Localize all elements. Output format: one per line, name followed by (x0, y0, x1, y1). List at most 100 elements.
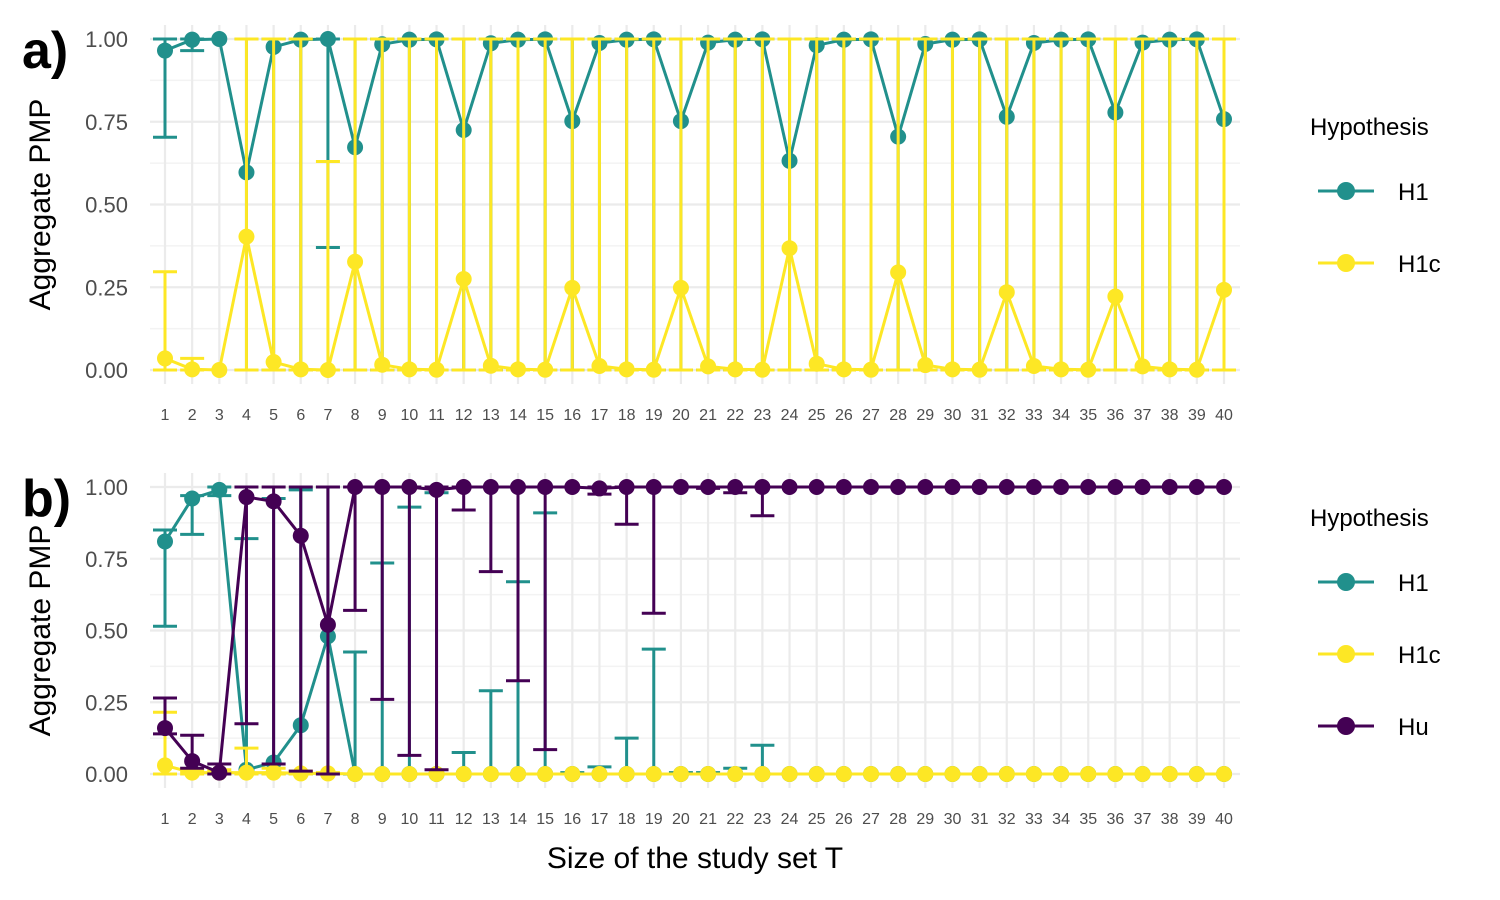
y-axis-title: Aggregate PMP (24, 525, 57, 737)
y-tick-label: 1.00 (85, 475, 128, 500)
data-point (1107, 479, 1124, 495)
x-tick-label: 12 (455, 811, 473, 828)
x-tick-label: 29 (916, 407, 934, 424)
data-point (238, 489, 255, 506)
data-point (645, 766, 662, 782)
error-bar (261, 485, 286, 766)
x-tick-label: 6 (296, 811, 305, 828)
data-point (1107, 288, 1124, 305)
data-point (184, 31, 201, 48)
data-point (482, 479, 499, 495)
legend-label: H1 (1398, 570, 1429, 597)
x-tick-label: 13 (482, 407, 500, 424)
data-point (944, 361, 961, 378)
data-point (645, 479, 662, 495)
data-point (211, 764, 228, 781)
data-point (672, 479, 689, 495)
x-tick-label: 38 (1161, 811, 1179, 828)
x-tick-label: 6 (296, 407, 305, 424)
data-point (998, 766, 1015, 782)
data-point (618, 766, 635, 782)
data-point (808, 479, 825, 495)
data-point (917, 357, 934, 374)
data-point (401, 361, 418, 378)
legend-title: Hypothesis (1310, 114, 1429, 141)
data-point (374, 356, 391, 373)
y-tick-label: 0.00 (85, 762, 128, 787)
error-bar (668, 37, 693, 372)
legend-entry: Hu (1318, 714, 1429, 741)
data-point (265, 354, 282, 371)
x-tick-label: 11 (428, 811, 445, 828)
series-line (164, 235, 1226, 372)
data-point (1053, 361, 1070, 378)
x-tick-label: 14 (509, 811, 527, 828)
data-point (428, 481, 445, 498)
y-tick-label: 0.50 (85, 619, 128, 644)
x-tick-label: 2 (188, 811, 197, 828)
data-point (727, 479, 744, 495)
data-point (401, 766, 418, 782)
legend: Hypothesis H1 H1c Hu (1310, 505, 1441, 741)
data-point (1216, 766, 1232, 782)
x-tick-label: 8 (351, 407, 360, 424)
data-point (292, 527, 309, 544)
legend: Hypothesis H1 H1c (1310, 114, 1441, 278)
data-point (835, 479, 852, 495)
data-point (428, 361, 445, 378)
data-point (292, 361, 309, 378)
data-point (211, 362, 228, 378)
x-tick-label: 28 (889, 811, 907, 828)
legend-entry: H1 (1318, 570, 1429, 597)
x-tick-label: 32 (998, 811, 1016, 828)
x-tick-label: 10 (400, 407, 418, 424)
x-tick-label: 2 (188, 407, 197, 424)
error-bar (451, 37, 476, 372)
y-tick-label: 0.25 (85, 275, 128, 300)
x-tick-label: 31 (971, 407, 989, 424)
data-point (184, 361, 201, 378)
panel-label: a) (22, 22, 68, 80)
y-tick-label: 0.75 (85, 110, 128, 135)
x-tick-label: 30 (944, 811, 962, 828)
x-tick-label: 18 (618, 811, 636, 828)
error-bar (560, 37, 585, 372)
data-point (1161, 766, 1178, 782)
y-tick-label: 0.75 (85, 547, 128, 572)
data-point (374, 766, 391, 782)
data-point (754, 361, 771, 378)
data-point (157, 42, 173, 59)
series-hu (153, 479, 1232, 781)
x-tick-label: 25 (808, 407, 826, 424)
data-point (455, 766, 472, 782)
x-tick-label: 16 (563, 811, 581, 828)
series-h1c (153, 37, 1236, 378)
x-tick-label: 36 (1106, 811, 1124, 828)
error-bar (343, 485, 368, 612)
x-tick-label: 13 (482, 811, 500, 828)
x-tick-label: 21 (699, 407, 717, 424)
panel-a: 0.000.250.500.751.001 2 3 4 5 6 7 8 9 10 11 12 13 14 1… (22, 22, 1441, 424)
series-line (164, 763, 1224, 776)
x-tick-label: 32 (998, 407, 1016, 424)
data-point (482, 357, 499, 374)
data-point (1107, 766, 1124, 782)
data-point (808, 355, 825, 372)
x-tick-label: 36 (1106, 407, 1124, 424)
error-bar (343, 650, 368, 776)
data-point (971, 361, 988, 378)
x-tick-label: 3 (215, 407, 224, 424)
error-bar (777, 37, 802, 372)
data-point (618, 479, 635, 495)
x-tick-label: 17 (591, 811, 609, 828)
data-point (537, 766, 554, 782)
error-bar (234, 485, 259, 726)
data-point (781, 766, 798, 782)
data-point (455, 270, 472, 287)
data-point (863, 361, 879, 378)
data-point (184, 490, 201, 507)
y-tick-label: 0.50 (85, 193, 128, 218)
x-tick-label: 35 (1079, 407, 1097, 424)
error-bar (994, 37, 1019, 372)
data-point (292, 765, 309, 782)
